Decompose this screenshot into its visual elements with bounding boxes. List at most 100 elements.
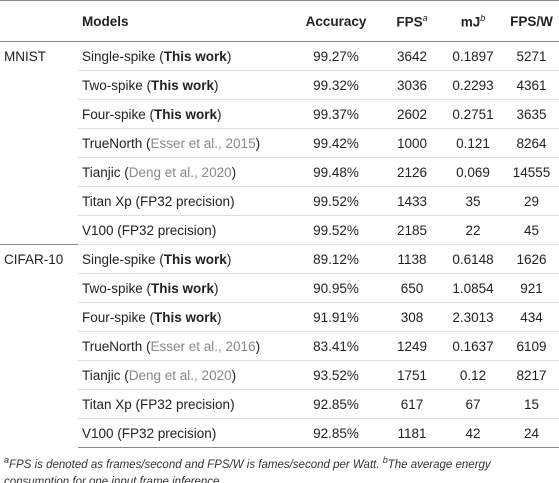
header-row: Models Accuracy FPSa mJb FPS/W <box>0 0 559 42</box>
fpsw-cell: 5271 <box>504 41 559 71</box>
text: FPS/W <box>510 13 553 29</box>
group-label: MNIST <box>0 41 78 245</box>
text: ) <box>231 164 237 180</box>
text: TrueNorth ( <box>82 135 151 151</box>
text: Titan Xp (FP32 precision) <box>82 193 235 209</box>
mj-cell: 0.121 <box>442 128 504 158</box>
mj-cell: 0.1897 <box>442 41 504 71</box>
model-cell: Four-spike (This work) <box>78 302 290 332</box>
mj-cell: 0.6148 <box>442 244 504 274</box>
text: This work <box>151 77 215 93</box>
text: ) <box>231 367 237 383</box>
fpsw-cell: 29 <box>504 186 559 216</box>
accuracy-cell: 99.48% <box>290 157 382 187</box>
text: Four-spike ( <box>82 106 155 122</box>
footnote: aFPS is denoted as frames/second and FPS… <box>0 448 559 483</box>
model-cell: TrueNorth (Esser et al., 2015) <box>78 128 290 158</box>
row: Titan Xp (FP32 precision) 99.52% 1433 35 29 <box>0 186 559 216</box>
fpsw-cell: 45 <box>504 215 559 245</box>
header-cell: Models <box>78 0 290 42</box>
fpsw-cell: 8217 <box>504 360 559 390</box>
fpsw-cell: 6109 <box>504 331 559 361</box>
fpsw-cell: 921 <box>504 273 559 303</box>
row: V100 (FP32 precision) 92.85% 1181 42 24 <box>0 418 559 448</box>
citation: Deng et al., 2020 <box>128 164 232 180</box>
fps-cell: 1138 <box>382 244 442 274</box>
model-cell: Single-spike (This work) <box>78 244 290 274</box>
text: ) <box>214 77 219 93</box>
text: TrueNorth ( <box>82 338 151 354</box>
text: Two-spike ( <box>82 77 152 93</box>
table-body: MNIST Single-spike (This work) 99.27% 3642 0… <box>0 41 559 448</box>
fpsw-cell: 8264 <box>504 128 559 158</box>
fps-cell: 1000 <box>382 128 442 158</box>
header-cell: mJb <box>442 0 504 42</box>
row: Two-spike (This work) 90.95% 650 1.0854 921 <box>0 273 559 303</box>
fps-cell: 3036 <box>382 70 442 100</box>
fps-cell: 2185 <box>382 215 442 245</box>
accuracy-cell: 91.91% <box>290 302 382 332</box>
results-table: Models Accuracy FPSa mJb FPS/W MNIST Single-s… <box>0 0 559 448</box>
accuracy-cell: 89.12% <box>290 244 382 274</box>
row: MNIST Single-spike (This work) 99.27% 3642 0… <box>0 41 559 245</box>
row: V100 (FP32 precision) 99.52% 2185 22 45 <box>0 215 559 245</box>
model-cell: Single-spike (This work) <box>78 41 290 71</box>
mj-cell: 67 <box>442 389 504 419</box>
accuracy-cell: 93.52% <box>290 360 382 390</box>
fps-cell: 1433 <box>382 186 442 216</box>
mj-cell: 0.069 <box>442 157 504 187</box>
accuracy-cell: 99.42% <box>290 128 382 158</box>
text: mJ <box>460 14 481 30</box>
text: ) <box>214 280 219 296</box>
mj-cell: 42 <box>442 418 504 448</box>
text: ) <box>255 135 261 151</box>
fps-cell: 1249 <box>382 331 442 361</box>
text: Accuracy <box>305 13 367 29</box>
model-cell: Four-spike (This work) <box>78 99 290 129</box>
text: Single-spike ( <box>82 251 164 267</box>
text: b <box>480 12 486 23</box>
fps-cell: 1181 <box>382 418 442 448</box>
fps-cell: 650 <box>382 273 442 303</box>
text: Single-spike ( <box>82 48 164 64</box>
fps-cell: 1751 <box>382 360 442 390</box>
model-cell: V100 (FP32 precision) <box>78 418 290 448</box>
text: V100 (FP32 precision) <box>82 222 217 238</box>
fpsw-cell: 4361 <box>504 70 559 100</box>
fpsw-cell: 15 <box>504 389 559 419</box>
citation: Deng et al., 2020 <box>128 367 232 383</box>
text: ) <box>255 338 261 354</box>
header-cell: Accuracy <box>290 0 382 42</box>
row: CIFAR-10 Single-spike (This work) 89.12% 11… <box>0 244 559 448</box>
text: This work <box>154 309 218 325</box>
accuracy-cell: 99.52% <box>290 215 382 245</box>
fps-cell: 617 <box>382 389 442 419</box>
row: Two-spike (This work) 99.32% 3036 0.2293 436… <box>0 70 559 100</box>
accuracy-cell: 99.27% <box>290 41 382 71</box>
fps-cell: 2602 <box>382 99 442 129</box>
row: TrueNorth (Esser et al., 2016) 83.41% 1249… <box>0 331 559 361</box>
mj-cell: 0.2751 <box>442 99 504 129</box>
row: Four-spike (This work) 99.37% 2602 0.2751 36… <box>0 99 559 129</box>
accuracy-cell: 83.41% <box>290 331 382 361</box>
text: ) <box>217 106 222 122</box>
header-cell: FPS/W <box>504 0 559 42</box>
accuracy-cell: 90.95% <box>290 273 382 303</box>
model-cell: TrueNorth (Esser et al., 2016) <box>78 331 290 361</box>
text: Models <box>82 13 129 29</box>
text: This work <box>163 48 227 64</box>
row: TrueNorth (Esser et al., 2015) 99.42% 1000… <box>0 128 559 158</box>
text: This work <box>151 280 215 296</box>
text: This work <box>154 106 218 122</box>
text: This work <box>163 251 227 267</box>
text: Tianjic ( <box>82 164 129 180</box>
model-cell: Titan Xp (FP32 precision) <box>78 389 290 419</box>
mj-cell: 22 <box>442 215 504 245</box>
text: Tianjic ( <box>82 367 129 383</box>
header-cell <box>0 0 78 42</box>
row: Tianjic (Deng et al., 2020) 99.48% 2126 0.0… <box>0 157 559 187</box>
mj-cell: 35 <box>442 186 504 216</box>
row: Titan Xp (FP32 precision) 92.85% 617 67 15 <box>0 389 559 419</box>
mj-cell: 1.0854 <box>442 273 504 303</box>
